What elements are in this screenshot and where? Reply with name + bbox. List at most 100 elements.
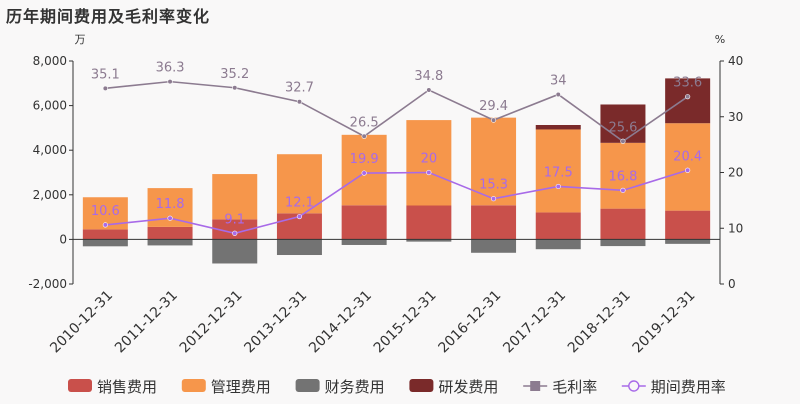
bar-管理费用-2019-12-31	[665, 123, 711, 211]
point-毛利率-2014-12-31	[361, 133, 367, 139]
bar-管理费用-2017-12-31	[535, 129, 581, 213]
left-axis-unit: 万	[75, 33, 86, 46]
point-毛利率-2015-12-31	[426, 87, 432, 93]
x-tick-label: 2015-12-31	[371, 288, 440, 357]
legend-swatch-财务费用	[295, 379, 320, 392]
data-label-期间费用率: 20.4	[673, 149, 702, 164]
chart-title: 历年期间费用及毛利率变化	[6, 7, 211, 26]
legend-label-财务费用: 财务费用	[325, 378, 385, 396]
point-期间费用率-2018-12-31	[620, 187, 626, 193]
x-tick-label: 2010-12-31	[47, 288, 116, 357]
bar-研发费用-2019-12-31	[665, 78, 711, 124]
point-毛利率-2010-12-31	[102, 85, 108, 91]
bar-管理费用-2015-12-31	[406, 120, 452, 206]
bar-销售费用-2012-12-31	[212, 219, 258, 240]
data-label-毛利率: 26.5	[350, 115, 379, 130]
point-期间费用率-2016-12-31	[490, 196, 497, 202]
x-tick-label: 2016-12-31	[436, 288, 505, 357]
point-期间费用率-2017-12-31	[555, 183, 561, 190]
bar-销售费用-2014-12-31	[341, 205, 387, 240]
legend-label-研发费用: 研发费用	[438, 378, 498, 396]
data-label-毛利率: 36.3	[156, 61, 185, 76]
x-tick-label: 2018-12-31	[565, 288, 634, 357]
data-label-毛利率: 35.1	[91, 67, 120, 82]
bar-财务费用-2013-12-31	[276, 239, 322, 256]
point-期间费用率-2013-12-31	[296, 213, 303, 220]
legend-marker-期间费用率	[628, 380, 640, 392]
data-label-期间费用率: 19.9	[350, 152, 379, 167]
left-axis-tick-label: 4,000	[33, 143, 67, 157]
legend-marker-毛利率	[530, 381, 541, 391]
legend-swatch-销售费用	[68, 379, 92, 392]
left-axis-tick-label: 0	[59, 232, 67, 246]
x-tick-label: 2012-12-31	[177, 288, 246, 357]
point-期间费用率-2011-12-31	[167, 215, 173, 221]
data-label-毛利率: 25.6	[608, 120, 637, 135]
bar-研发费用-2017-12-31	[535, 125, 581, 130]
data-label-毛利率: 32.7	[285, 81, 314, 96]
bar-财务费用-2016-12-31	[471, 239, 517, 253]
data-label-期间费用率: 16.8	[608, 169, 637, 184]
left-axis-tick-label: 2,000	[33, 188, 67, 202]
bar-财务费用-2012-12-31	[212, 239, 258, 264]
right-axis-tick-label: 30	[728, 110, 743, 124]
x-tick-label: 2014-12-31	[306, 288, 375, 357]
point-期间费用率-2012-12-31	[232, 230, 238, 236]
bar-财务费用-2011-12-31	[147, 239, 193, 246]
data-label-毛利率: 35.2	[220, 67, 249, 82]
point-毛利率-2018-12-31	[620, 138, 626, 144]
bar-销售费用-2011-12-31	[147, 226, 193, 240]
bar-财务费用-2018-12-31	[600, 239, 646, 247]
legend-label-毛利率: 毛利率	[552, 378, 597, 396]
data-label-期间费用率: 15.3	[479, 178, 508, 193]
bar-销售费用-2019-12-31	[665, 210, 711, 240]
bar-销售费用-2017-12-31	[535, 212, 581, 240]
bar-管理费用-2012-12-31	[212, 174, 258, 220]
point-毛利率-2019-12-31	[685, 94, 691, 100]
data-label-毛利率: 29.4	[479, 99, 508, 114]
point-期间费用率-2014-12-31	[361, 170, 367, 176]
right-axis-tick-label: 10	[728, 221, 743, 235]
right-axis-unit: %	[715, 33, 725, 46]
point-毛利率-2016-12-31	[490, 117, 497, 123]
x-tick-label: 2019-12-31	[630, 288, 699, 357]
left-axis-tick-label: 6,000	[33, 99, 67, 113]
bar-销售费用-2018-12-31	[600, 208, 646, 240]
point-期间费用率-2019-12-31	[685, 167, 691, 173]
left-axis-tick-label: 8,000	[33, 54, 67, 68]
left-axis-tick-label: -2,000	[28, 277, 67, 291]
data-label-期间费用率: 9.1	[224, 212, 245, 227]
legend-label-销售费用: 销售费用	[97, 378, 157, 396]
point-毛利率-2013-12-31	[296, 99, 303, 105]
data-label-毛利率: 34.8	[414, 69, 443, 84]
bar-销售费用-2016-12-31	[471, 205, 517, 240]
bar-财务费用-2019-12-31	[665, 239, 711, 244]
bar-销售费用-2010-12-31	[82, 229, 128, 240]
bar-管理费用-2018-12-31	[600, 142, 646, 209]
legend-label-管理费用: 管理费用	[211, 378, 271, 396]
bar-财务费用-2017-12-31	[535, 239, 581, 250]
point-毛利率-2011-12-31	[167, 79, 173, 85]
data-label-期间费用率: 17.5	[544, 165, 573, 180]
bar-管理费用-2016-12-31	[471, 117, 517, 206]
data-label-毛利率: 33.6	[673, 76, 702, 91]
bar-管理费用-2013-12-31	[276, 154, 322, 214]
right-axis-tick-label: 40	[728, 54, 743, 68]
data-label-期间费用率: 10.6	[91, 204, 120, 219]
data-label-毛利率: 34	[550, 73, 567, 88]
line-期间费用率	[105, 169, 688, 235]
right-axis-tick-label: 20	[728, 166, 743, 180]
bar-财务费用-2010-12-31	[82, 239, 128, 247]
legend-swatch-研发费用	[409, 379, 434, 392]
point-毛利率-2012-12-31	[232, 85, 238, 91]
point-期间费用率-2010-12-31	[102, 222, 108, 228]
point-毛利率-2017-12-31	[555, 91, 561, 98]
x-tick-label: 2017-12-31	[500, 288, 569, 357]
bar-财务费用-2014-12-31	[341, 239, 387, 245]
point-期间费用率-2015-12-31	[426, 169, 432, 176]
x-tick-label: 2013-12-31	[241, 288, 310, 357]
x-tick-label: 2011-12-31	[112, 288, 181, 357]
bar-财务费用-2015-12-31	[406, 239, 452, 242]
bar-研发费用-2018-12-31	[600, 104, 646, 143]
